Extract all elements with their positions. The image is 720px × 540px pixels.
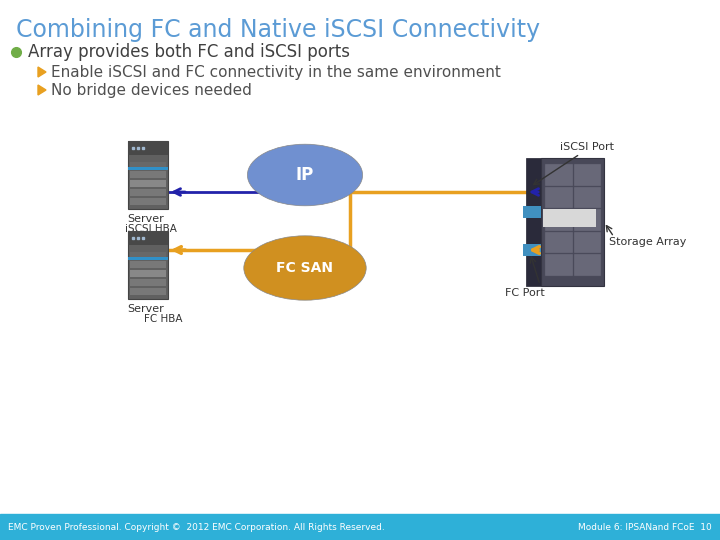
Bar bbox=[526, 158, 541, 286]
Text: iSCSI Port: iSCSI Port bbox=[560, 142, 614, 152]
Bar bbox=[574, 232, 601, 253]
Bar bbox=[545, 232, 572, 253]
Ellipse shape bbox=[257, 151, 315, 186]
Bar bbox=[523, 244, 541, 256]
Ellipse shape bbox=[271, 238, 325, 271]
Ellipse shape bbox=[244, 236, 366, 300]
Text: Enable iSCSI and FC connectivity in the same environment: Enable iSCSI and FC connectivity in the … bbox=[51, 64, 501, 79]
Text: No bridge devices needed: No bridge devices needed bbox=[51, 83, 252, 98]
Text: FC Port: FC Port bbox=[505, 288, 545, 298]
Bar bbox=[128, 257, 168, 260]
Bar bbox=[545, 187, 572, 208]
Ellipse shape bbox=[291, 147, 345, 180]
Text: Array provides both FC and iSCSI ports: Array provides both FC and iSCSI ports bbox=[28, 43, 350, 61]
Ellipse shape bbox=[273, 146, 324, 177]
Text: Combining FC and Native iSCSI Connectivity: Combining FC and Native iSCSI Connectivi… bbox=[16, 18, 540, 42]
Bar bbox=[130, 162, 166, 169]
Bar bbox=[130, 198, 166, 205]
Bar bbox=[545, 254, 572, 276]
Ellipse shape bbox=[303, 159, 351, 187]
Bar bbox=[130, 189, 166, 196]
Bar bbox=[130, 252, 166, 259]
Bar bbox=[130, 270, 166, 277]
Bar bbox=[130, 180, 166, 187]
Bar bbox=[128, 141, 168, 155]
Bar bbox=[574, 187, 601, 208]
Text: EMC Proven Professional. Copyright ©  2012 EMC Corporation. All Rights Reserved.: EMC Proven Professional. Copyright © 201… bbox=[8, 523, 384, 531]
Ellipse shape bbox=[253, 164, 299, 191]
Bar bbox=[523, 206, 541, 218]
Text: Storage Array: Storage Array bbox=[609, 237, 686, 247]
Text: Server: Server bbox=[127, 304, 164, 314]
Polygon shape bbox=[38, 85, 46, 95]
Bar bbox=[130, 171, 166, 178]
Text: FC HBA: FC HBA bbox=[144, 314, 182, 324]
Ellipse shape bbox=[248, 144, 363, 206]
Bar bbox=[128, 141, 168, 209]
Bar bbox=[545, 164, 572, 186]
Text: FC SAN: FC SAN bbox=[276, 261, 333, 275]
Bar bbox=[130, 261, 166, 268]
Ellipse shape bbox=[260, 168, 350, 199]
Bar bbox=[545, 209, 572, 231]
Ellipse shape bbox=[289, 239, 348, 274]
Text: Module 6: IPSANand FCoE  10: Module 6: IPSANand FCoE 10 bbox=[578, 523, 712, 531]
Bar bbox=[130, 279, 166, 286]
Bar bbox=[130, 288, 166, 295]
Ellipse shape bbox=[258, 261, 353, 293]
Bar bbox=[0, 514, 720, 540]
Bar bbox=[128, 231, 168, 299]
Bar bbox=[128, 167, 168, 170]
Bar bbox=[574, 254, 601, 276]
Bar bbox=[574, 209, 601, 231]
Ellipse shape bbox=[251, 256, 298, 284]
Bar bbox=[128, 231, 168, 245]
Bar bbox=[541, 158, 604, 286]
Bar bbox=[543, 209, 596, 227]
Ellipse shape bbox=[303, 251, 354, 281]
Ellipse shape bbox=[254, 242, 315, 280]
Text: iSCSI HBA: iSCSI HBA bbox=[125, 224, 177, 234]
Text: Server: Server bbox=[127, 214, 164, 224]
Text: IP: IP bbox=[296, 166, 314, 184]
Bar bbox=[574, 164, 601, 186]
Polygon shape bbox=[38, 67, 46, 77]
